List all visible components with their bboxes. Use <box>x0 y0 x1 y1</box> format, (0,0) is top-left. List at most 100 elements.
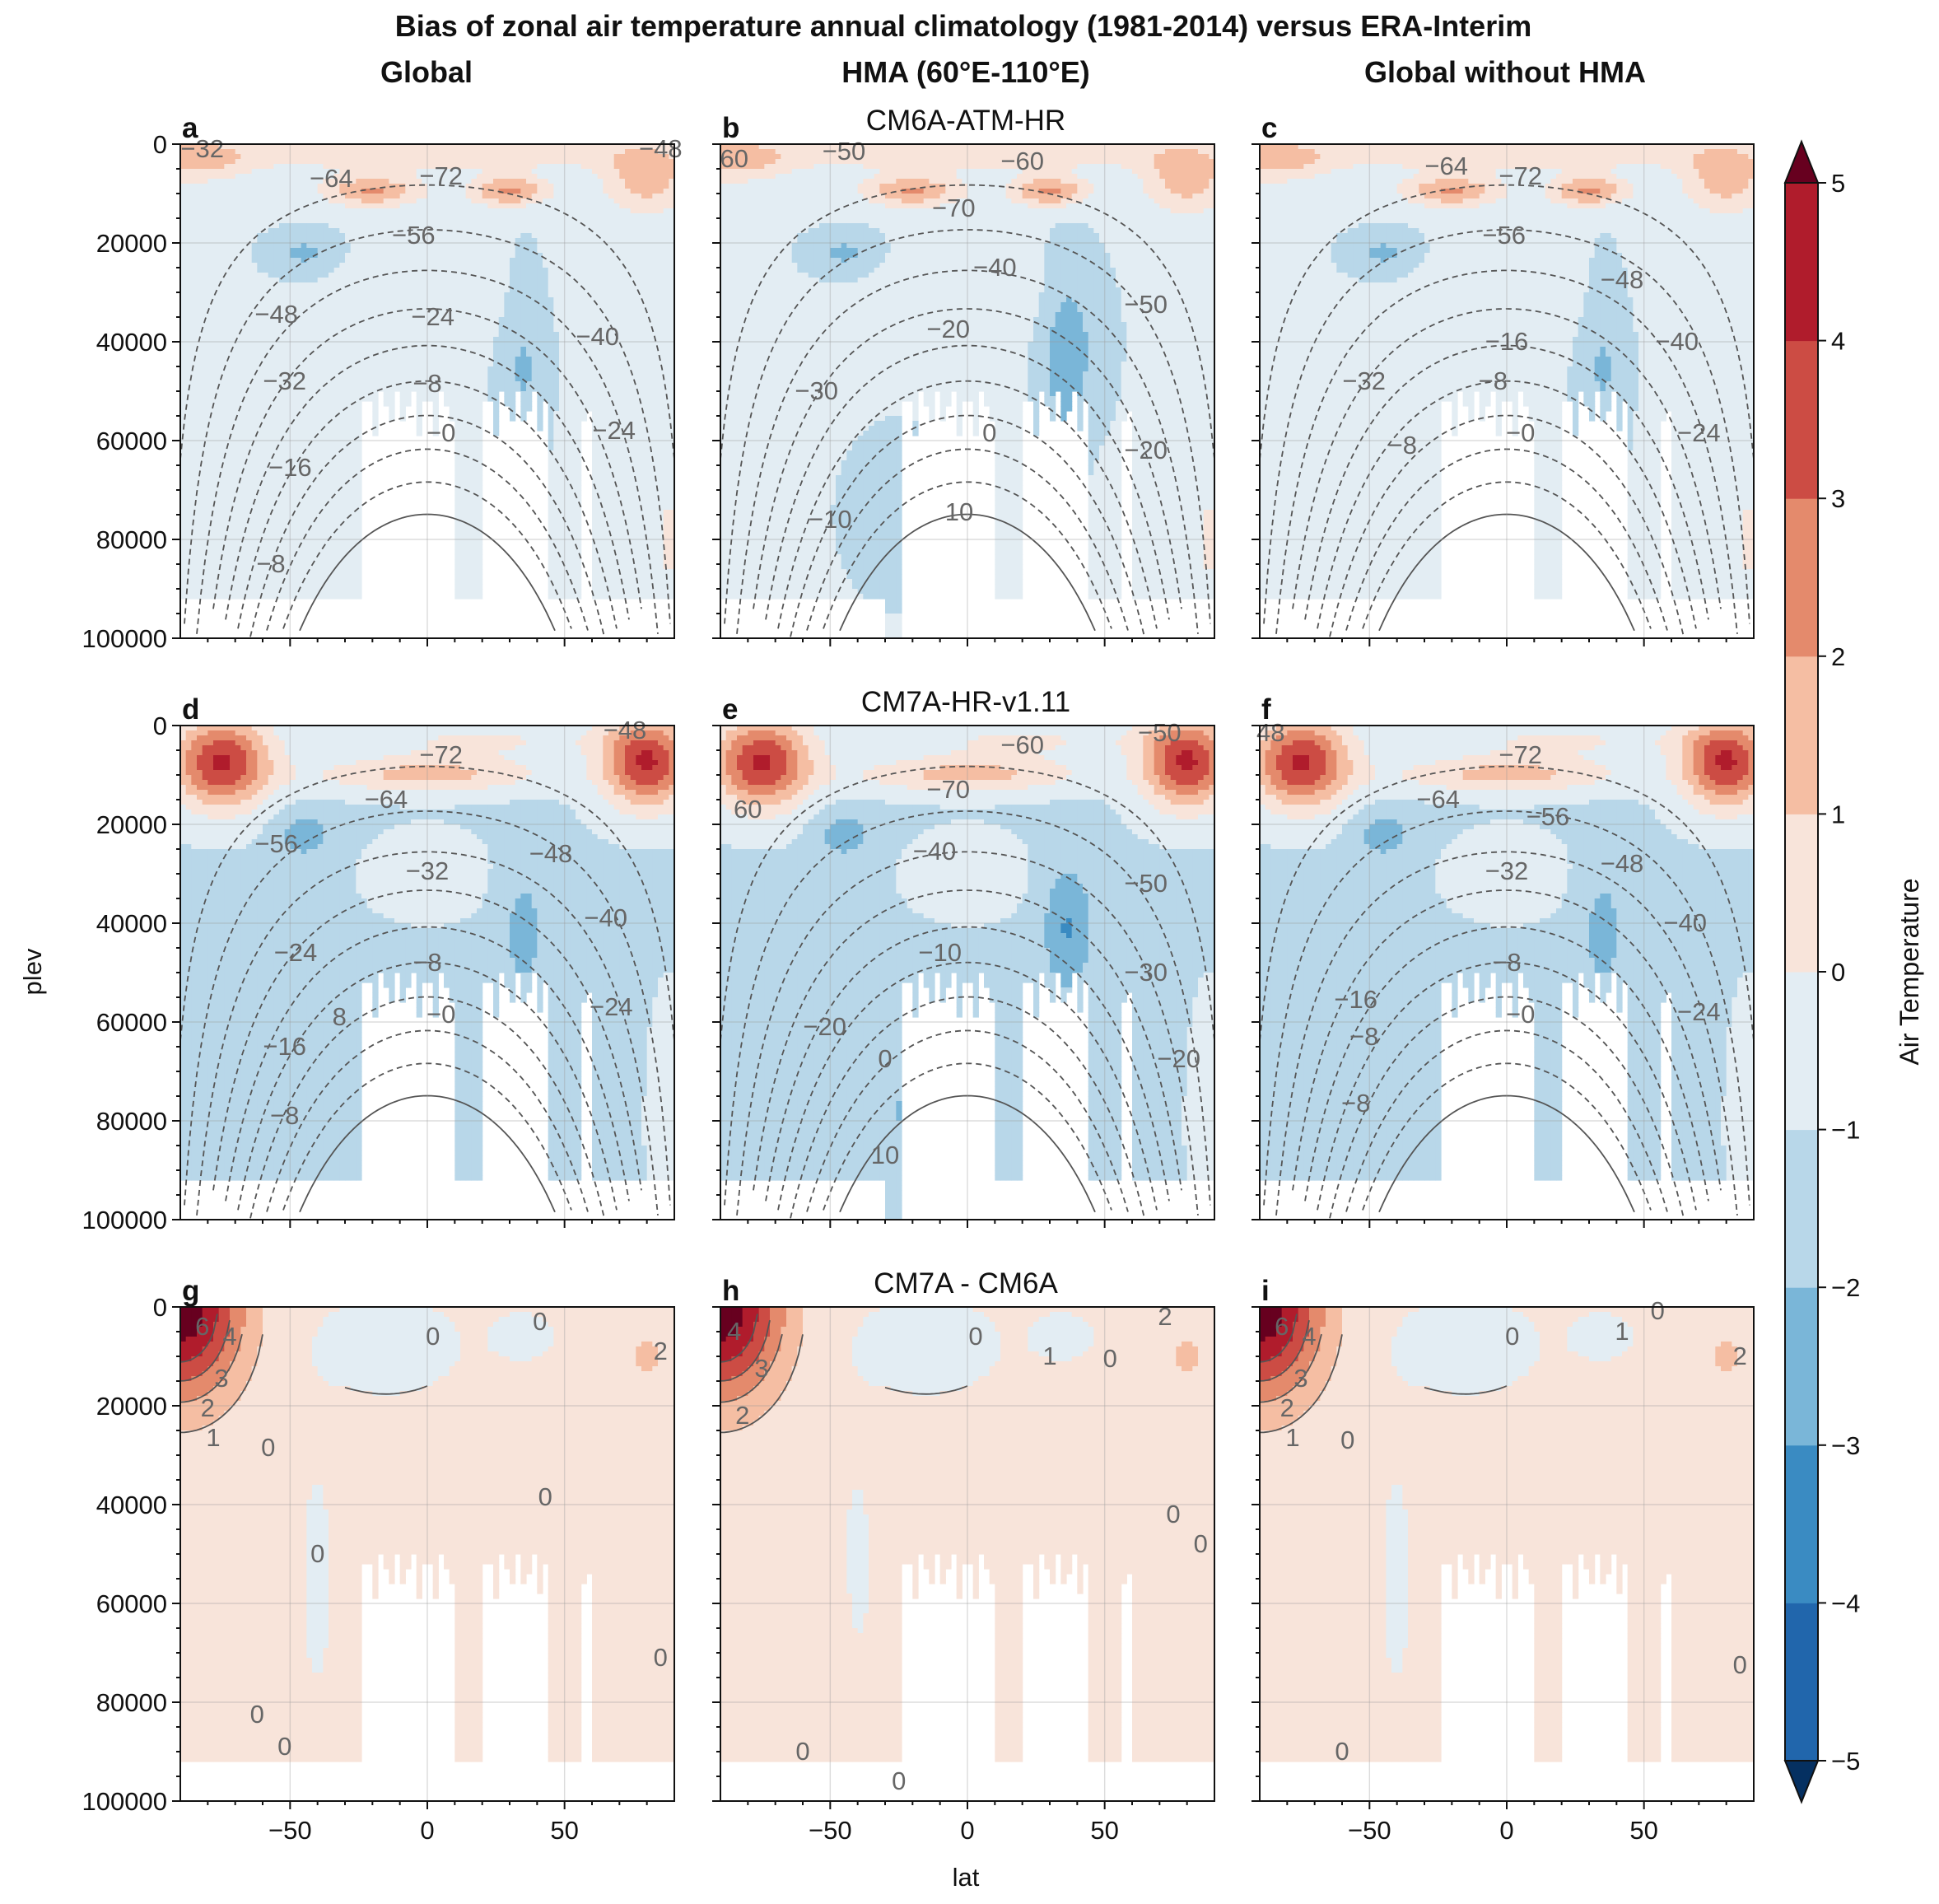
contour-label: −50 <box>1138 718 1182 747</box>
contour-label: −60 <box>1000 730 1044 759</box>
panel-letter-g: g <box>182 1275 199 1307</box>
y-tick-label: 100000 <box>82 1206 167 1234</box>
x-tick-label: 0 <box>420 1816 434 1845</box>
colorbar-tick-label: −2 <box>1831 1273 1860 1302</box>
contour-label: 0 <box>878 1044 892 1073</box>
contour-label: −16 <box>268 453 312 482</box>
colorbar-tick-label: 1 <box>1831 800 1845 828</box>
contour-label: 0 <box>261 1433 275 1462</box>
contour-label: −64 <box>365 785 408 814</box>
panel-letter-f: f <box>1261 693 1271 726</box>
contour-label: 1 <box>1285 1423 1299 1452</box>
contour-label: −72 <box>1499 161 1542 190</box>
contour-label: −16 <box>1485 327 1529 356</box>
contour-label: −56 <box>1526 802 1570 831</box>
colorbar-tick-label: −5 <box>1831 1747 1860 1776</box>
panel-letter-c: c <box>1261 112 1277 144</box>
row-title-difference: CM7A - CM6A <box>874 1267 1058 1300</box>
row-title-cm7a: CM7A-HR-v1.11 <box>861 686 1070 718</box>
y-tick-label: 0 <box>153 1293 167 1322</box>
contour-label: −24 <box>1677 997 1721 1026</box>
contour-label: −48 <box>604 716 647 744</box>
panel-c: −64 −72−56−48−16 −40−32 −8−0 −24−8c <box>1251 112 1755 646</box>
contour-label: 0 <box>1103 1344 1117 1373</box>
contour-label: 0 <box>982 418 996 447</box>
colorbar-tick-label: −4 <box>1831 1589 1860 1617</box>
contour-label: −48 <box>254 300 298 329</box>
contour-label: −56 <box>1482 221 1526 250</box>
contour-label: 0 <box>1733 1650 1747 1679</box>
colorbar-bin <box>1785 183 1818 341</box>
contour-label: 0 <box>1194 1529 1208 1558</box>
contour-label: 60 <box>734 795 762 824</box>
colorbar-tick-label: 4 <box>1831 327 1845 356</box>
panel-letter-e: e <box>722 693 738 726</box>
contour-label: 4 <box>222 1322 236 1351</box>
contour-label: 6 <box>1275 1312 1289 1341</box>
colorbar-over-arrow <box>1785 142 1818 183</box>
contour-label: −0 <box>426 418 455 447</box>
contour-label: 2 <box>1733 1342 1747 1370</box>
colorbar-tick-label: 0 <box>1831 958 1845 987</box>
colorbar-tick-label: 2 <box>1831 642 1845 671</box>
contour-label: −40 <box>1655 327 1699 356</box>
contour-label: −70 <box>926 775 970 804</box>
contour-label: 10 <box>871 1141 899 1169</box>
contour-label: −30 <box>795 376 838 405</box>
contour-label: 0 <box>654 1643 668 1672</box>
contour-label: −16 <box>263 1032 306 1061</box>
contour-label: 1 <box>206 1423 220 1452</box>
contour-label: 3 <box>214 1364 228 1393</box>
contour-label: 1 <box>1042 1342 1056 1370</box>
panel-a: −64 −72−56−48 −24−40−32 −8−0 −24−16−8−32 −48a… <box>82 112 683 653</box>
y-tick-label: 100000 <box>82 1787 167 1816</box>
y-tick-label: 80000 <box>96 1688 167 1717</box>
contour-label: −0 <box>1506 1000 1535 1029</box>
y-tick-label: 0 <box>153 712 167 740</box>
contour-label: −8 <box>1349 1022 1378 1051</box>
contour-label: −32 <box>1485 856 1529 885</box>
colorbar-bin <box>1785 341 1818 499</box>
x-tick-label: −50 <box>809 1816 852 1845</box>
contour-label: −8 <box>413 948 441 977</box>
contour-label: −24 <box>411 302 454 331</box>
contour-label: −64 <box>310 164 353 193</box>
colorbar-tick-label: 3 <box>1831 484 1845 513</box>
contour-label: −40 <box>584 903 627 932</box>
contour-label: −30 <box>1124 958 1168 987</box>
contour-label: 0 <box>533 1307 547 1336</box>
contour-label: 2 <box>735 1401 749 1430</box>
panel-b: 60 −50 −60−70−40−50−20−300−20−10 10b <box>712 112 1215 646</box>
panels: −64 −72−56−48 −24−40−32 −8−0 −24−16−8−32 −48a… <box>82 112 1759 1845</box>
y-tick-label: 40000 <box>96 328 167 357</box>
contour-label: −48 <box>1601 849 1644 878</box>
contour-label: 0 <box>250 1700 264 1729</box>
contour-label: −56 <box>392 221 436 250</box>
contour-label: −50 <box>1124 290 1168 319</box>
contour-label: −24 <box>1677 418 1721 447</box>
y-tick-label: 100000 <box>82 624 167 653</box>
contour-label: −64 <box>1424 152 1468 180</box>
y-tick-label: 60000 <box>96 1589 167 1618</box>
contour-label: −0 <box>426 1000 455 1029</box>
contour-label: 1 <box>1615 1317 1629 1346</box>
contour-label: 2 <box>201 1393 215 1422</box>
colorbar-bin <box>1785 1287 1818 1445</box>
colorbar-tick-label: 5 <box>1831 169 1845 198</box>
colorbar-bin <box>1785 1130 1818 1288</box>
contour-label: −40 <box>973 253 1017 282</box>
contour-label: 0 <box>538 1482 552 1511</box>
contour-label: 3 <box>754 1354 768 1383</box>
y-tick-label: 40000 <box>96 1491 167 1519</box>
panel-letter-a: a <box>182 112 198 144</box>
contour-label: 0 <box>1166 1500 1180 1528</box>
contour-label: −48 <box>529 839 573 868</box>
contour-label: 0 <box>795 1737 809 1766</box>
contour-label: −48 <box>639 134 683 163</box>
colorbar-bin <box>1785 972 1818 1130</box>
